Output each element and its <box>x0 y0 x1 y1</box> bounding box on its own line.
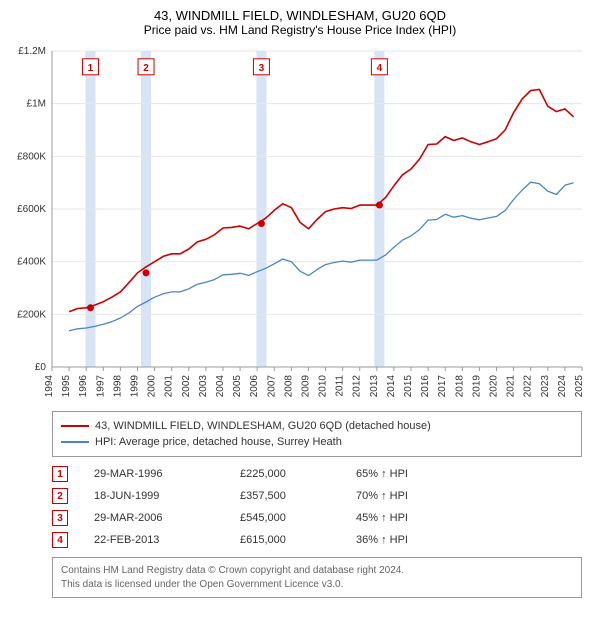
legend-row-property: 43, WINDMILL FIELD, WINDLESHAM, GU20 6QD… <box>61 418 573 434</box>
svg-text:2014: 2014 <box>386 375 397 398</box>
sale-date: 29-MAR-1996 <box>94 468 214 480</box>
sale-price: £615,000 <box>240 534 330 546</box>
sale-price: £545,000 <box>240 512 330 524</box>
svg-text:£1M: £1M <box>27 99 46 110</box>
svg-text:2023: 2023 <box>540 375 551 398</box>
svg-text:4: 4 <box>377 63 383 74</box>
svg-text:£0: £0 <box>35 362 47 373</box>
svg-text:2: 2 <box>143 63 149 74</box>
svg-text:2012: 2012 <box>352 375 363 398</box>
sale-date: 22-FEB-2013 <box>94 534 214 546</box>
svg-text:£800K: £800K <box>17 151 46 162</box>
legend-label-hpi: HPI: Average price, detached house, Surr… <box>95 434 342 450</box>
svg-text:2013: 2013 <box>369 375 380 398</box>
svg-text:2001: 2001 <box>164 375 175 398</box>
svg-text:1995: 1995 <box>61 375 72 398</box>
svg-text:£600K: £600K <box>17 204 46 215</box>
legend-swatch-property <box>61 425 89 427</box>
sale-marker: 2 <box>52 488 68 504</box>
sale-row: 4 22-FEB-2013 £615,000 36% ↑ HPI <box>52 529 582 551</box>
sale-pct: 45% ↑ HPI <box>356 512 436 524</box>
svg-text:2024: 2024 <box>557 375 568 398</box>
footer-line2: This data is licensed under the Open Gov… <box>61 578 573 592</box>
svg-text:2011: 2011 <box>335 375 346 397</box>
legend: 43, WINDMILL FIELD, WINDLESHAM, GU20 6QD… <box>52 411 582 457</box>
svg-text:2015: 2015 <box>403 375 414 398</box>
svg-text:2006: 2006 <box>249 375 260 398</box>
svg-text:2025: 2025 <box>574 375 585 398</box>
svg-text:1: 1 <box>88 63 94 74</box>
sale-marker: 3 <box>52 510 68 526</box>
legend-swatch-hpi <box>61 441 89 443</box>
legend-row-hpi: HPI: Average price, detached house, Surr… <box>61 434 573 450</box>
svg-text:2007: 2007 <box>266 375 277 398</box>
svg-text:1997: 1997 <box>95 375 106 398</box>
svg-text:2000: 2000 <box>147 375 158 398</box>
sale-date: 18-JUN-1999 <box>94 490 214 502</box>
svg-text:2002: 2002 <box>181 375 192 398</box>
svg-text:2016: 2016 <box>420 375 431 398</box>
svg-text:2019: 2019 <box>471 375 482 398</box>
chart-container: 43, WINDMILL FIELD, WINDLESHAM, GU20 6QD… <box>0 0 600 608</box>
svg-text:2010: 2010 <box>318 375 329 398</box>
footer-line1: Contains HM Land Registry data © Crown c… <box>61 564 573 578</box>
svg-text:1994: 1994 <box>44 375 55 398</box>
sale-date: 29-MAR-2006 <box>94 512 214 524</box>
svg-text:2009: 2009 <box>300 375 311 398</box>
sale-row: 2 18-JUN-1999 £357,500 70% ↑ HPI <box>52 485 582 507</box>
sale-pct: 65% ↑ HPI <box>356 468 436 480</box>
svg-text:2017: 2017 <box>437 375 448 398</box>
svg-text:2018: 2018 <box>454 375 465 398</box>
svg-text:1999: 1999 <box>129 375 140 398</box>
sale-pct: 70% ↑ HPI <box>356 490 436 502</box>
svg-text:2005: 2005 <box>232 375 243 398</box>
svg-text:2004: 2004 <box>215 375 226 398</box>
sale-marker: 1 <box>52 466 68 482</box>
price-chart: £0 £200K £400K £600K £800K £1M £1.2M 1994 1995 19… <box>10 45 590 405</box>
svg-text:1998: 1998 <box>112 375 123 398</box>
svg-text:3: 3 <box>259 63 265 74</box>
sale-row: 3 29-MAR-2006 £545,000 45% ↑ HPI <box>52 507 582 529</box>
svg-text:£200K: £200K <box>17 309 46 320</box>
svg-text:2021: 2021 <box>506 375 517 398</box>
svg-text:£1.2M: £1.2M <box>18 46 46 57</box>
svg-text:2020: 2020 <box>489 375 500 398</box>
sale-marker: 4 <box>52 532 68 548</box>
sale-price: £357,500 <box>240 490 330 502</box>
sales-table: 1 29-MAR-1996 £225,000 65% ↑ HPI 2 18-JU… <box>52 463 582 551</box>
sale-pct: 36% ↑ HPI <box>356 534 436 546</box>
legend-label-property: 43, WINDMILL FIELD, WINDLESHAM, GU20 6QD… <box>95 418 431 434</box>
svg-text:1996: 1996 <box>78 375 89 398</box>
footer-attribution: Contains HM Land Registry data © Crown c… <box>52 557 582 598</box>
sale-price: £225,000 <box>240 468 330 480</box>
svg-text:£400K: £400K <box>17 257 46 268</box>
sale-row: 1 29-MAR-1996 £225,000 65% ↑ HPI <box>52 463 582 485</box>
chart-title: 43, WINDMILL FIELD, WINDLESHAM, GU20 6QD <box>10 8 590 23</box>
svg-text:2022: 2022 <box>523 375 534 398</box>
svg-text:2003: 2003 <box>198 375 209 398</box>
chart-subtitle: Price paid vs. HM Land Registry's House … <box>10 23 590 37</box>
svg-text:2008: 2008 <box>283 375 294 398</box>
